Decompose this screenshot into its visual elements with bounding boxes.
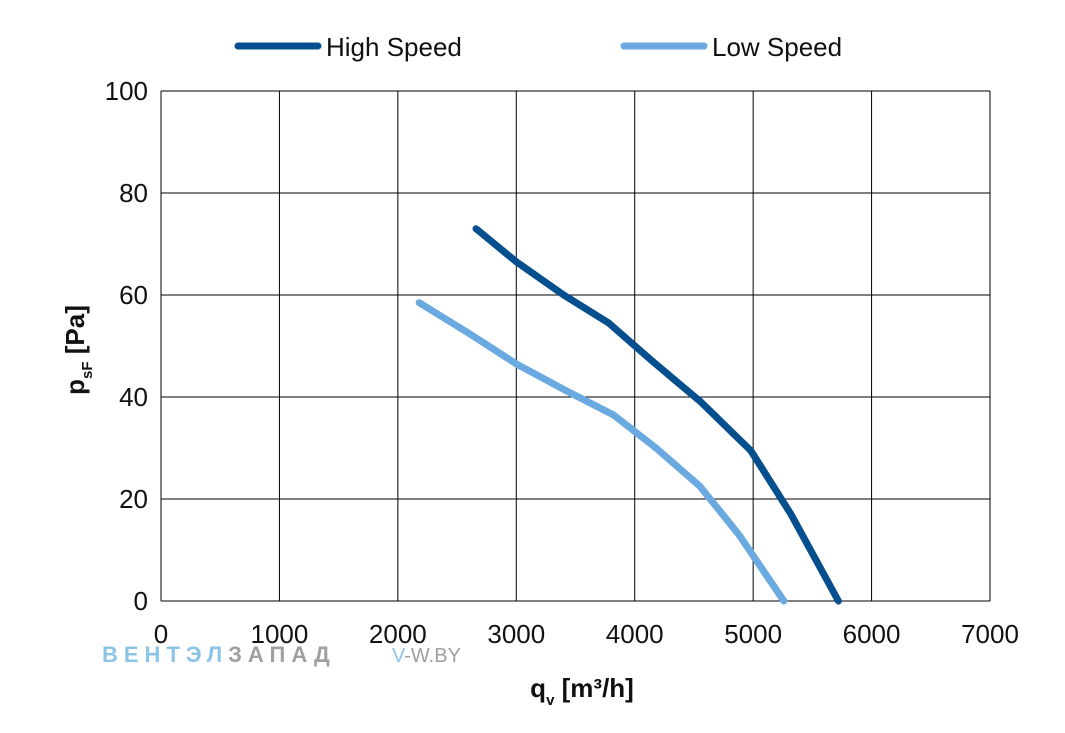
watermark-url: V-W.BY	[392, 645, 461, 667]
x-tick-label: 3000	[487, 619, 545, 649]
y-tick-label: 80	[119, 178, 148, 208]
y-tick-label: 20	[119, 484, 148, 514]
y-axis-title: psF [Pa]	[60, 305, 96, 395]
y-tick-label: 0	[134, 586, 148, 616]
series-line-low-speed	[415, 299, 788, 605]
y-tick-labels: 0 20 40 60 80 100	[105, 76, 148, 616]
x-tick-label: 7000	[961, 619, 1019, 649]
legend-label-low-speed: Low Speed	[712, 32, 842, 62]
x-tick-label: 1000	[251, 619, 309, 649]
y-tick-label: 40	[119, 382, 148, 412]
x-tick-label: 4000	[606, 619, 664, 649]
x-tick-label: 2000	[369, 619, 427, 649]
x-axis-title: qv [m³/h]	[530, 673, 634, 709]
series-line-high-speed	[472, 225, 842, 605]
x-tick-label: 0	[154, 619, 168, 649]
x-tick-labels: 0 1000 2000 3000 4000 5000 6000 7000	[154, 619, 1019, 649]
watermark-brand: ВЕНТЭЛЗАПАД	[102, 642, 336, 667]
legend-label-high-speed: High Speed	[326, 32, 462, 62]
grid	[160, 90, 991, 602]
y-tick-label: 60	[119, 280, 148, 310]
legend: High Speed Low Speed	[234, 32, 842, 62]
x-tick-label: 5000	[724, 619, 782, 649]
series-lines	[415, 225, 842, 605]
x-tick-label: 6000	[843, 619, 901, 649]
y-tick-label: 100	[105, 76, 148, 106]
